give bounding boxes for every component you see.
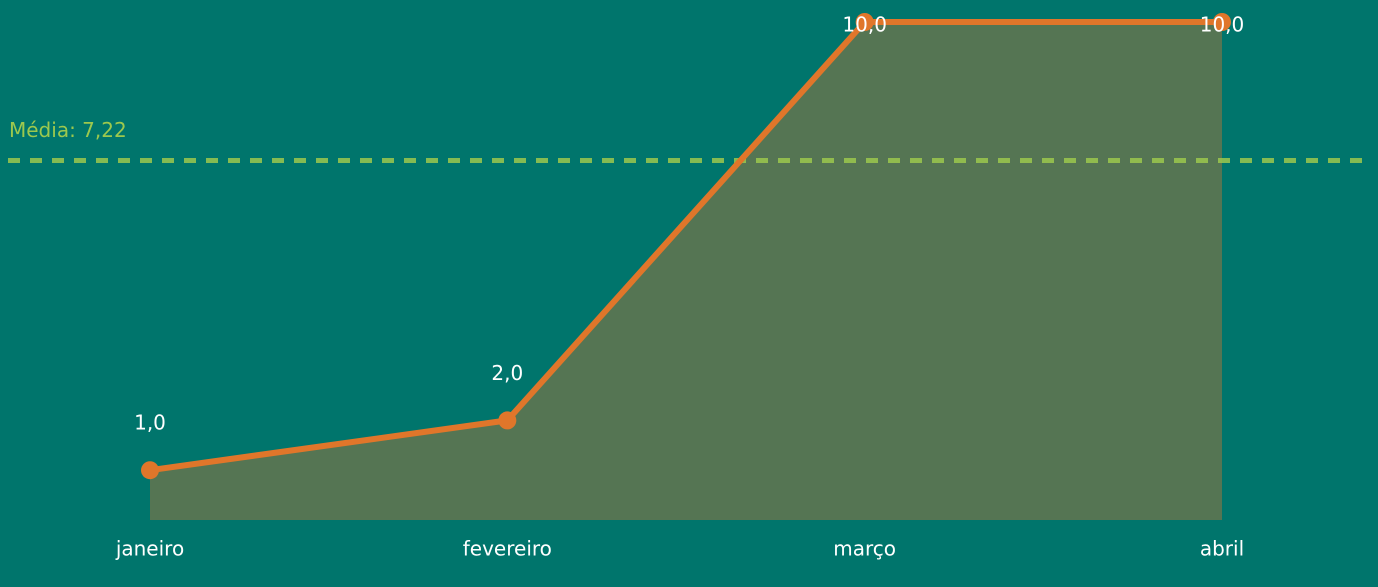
value-label: 10,0 [1200, 13, 1245, 37]
point [498, 411, 517, 430]
value-label: 10,0 [842, 13, 887, 37]
x-tick-label: fevereiro [463, 537, 552, 561]
x-tick-label: março [833, 537, 896, 561]
x-tick-label: janeiro [115, 537, 184, 561]
point [141, 461, 159, 480]
line [149, 19, 1222, 474]
average-label: Média: 7,22 [9, 118, 127, 142]
area-fill [150, 22, 1222, 520]
point [1213, 13, 1231, 31]
value-label: 1,0 [134, 411, 166, 435]
point [855, 13, 874, 31]
value-label: 2,0 [491, 361, 523, 385]
x-tick-label: abril [1200, 537, 1244, 561]
